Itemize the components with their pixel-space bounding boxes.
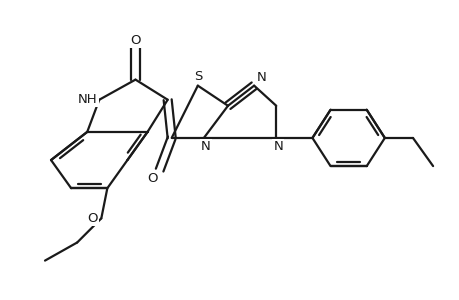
- Text: NH: NH: [78, 93, 98, 106]
- Text: O: O: [147, 172, 157, 185]
- Text: N: N: [201, 140, 210, 153]
- Text: O: O: [130, 34, 140, 47]
- Text: S: S: [193, 70, 202, 83]
- Text: N: N: [256, 71, 266, 84]
- Text: O: O: [87, 212, 97, 225]
- Text: N: N: [273, 140, 283, 153]
